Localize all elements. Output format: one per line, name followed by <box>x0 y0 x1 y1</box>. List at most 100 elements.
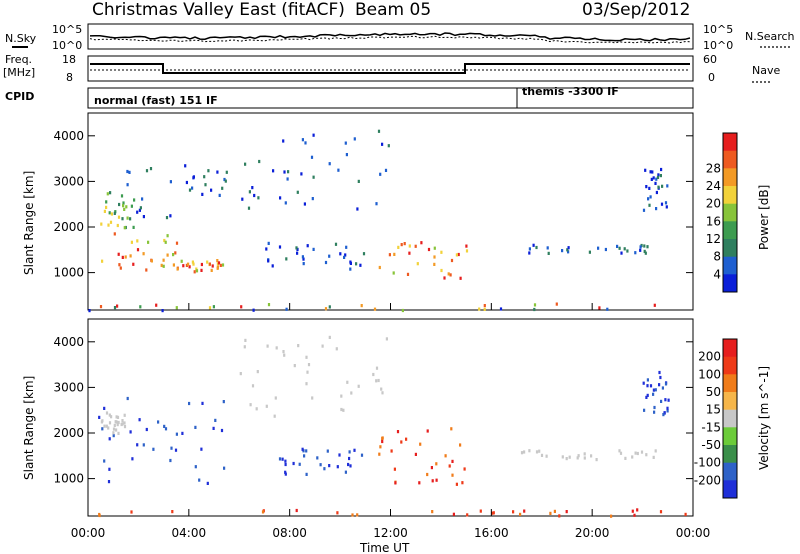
velocity-echo-cell <box>666 406 669 410</box>
velocity-echo-cell <box>390 449 393 453</box>
power-echo-cell <box>105 205 108 209</box>
power-echo-cell <box>267 241 270 245</box>
power-echo-cell <box>121 217 124 221</box>
power-echo-cell <box>403 242 406 246</box>
velocity-echo-cell <box>305 355 308 359</box>
velocity-echo-cell <box>576 456 579 460</box>
power-echo-cell <box>312 133 315 137</box>
nsearch-label: N.Search <box>745 30 795 43</box>
velocity-echo-cell <box>652 455 655 459</box>
power-echo-cell <box>339 252 342 256</box>
power-echo-cell <box>126 169 129 174</box>
power-echo-cell <box>643 244 646 248</box>
velocity-echo-cell <box>652 392 655 396</box>
velocity-echo-cell <box>419 442 422 446</box>
velocity-colorbar-segment <box>723 409 737 428</box>
power-echo-cell <box>147 240 150 244</box>
velocity-echo-cell <box>561 455 564 459</box>
velocity-echo-cell <box>347 462 350 467</box>
power-echo-cell <box>535 245 538 250</box>
power-colorbar-segment <box>723 256 737 275</box>
noise-tick-bottom-left: 10^0 <box>52 39 82 52</box>
power-echo-cell <box>155 303 158 307</box>
velocity-echo-cell <box>646 384 649 388</box>
velocity-echo-cell <box>251 384 255 388</box>
velocity-echo-cell <box>311 396 314 400</box>
power-echo-cell <box>285 307 288 311</box>
velocity-colorbar-segment <box>723 427 737 446</box>
velocity-echo-cell <box>523 450 526 454</box>
noise-panel-frame <box>87 23 694 50</box>
velocity-echo-cell <box>188 401 191 406</box>
power-echo-cell <box>384 168 388 172</box>
velocity-echo-cell <box>295 508 298 513</box>
power-echo-cell <box>278 245 282 249</box>
velocity-echo-cell <box>283 353 286 357</box>
power-echo-cell <box>401 308 404 313</box>
power-echo-cell <box>136 210 139 214</box>
velocity-echo-cell <box>274 396 277 400</box>
power-echo-cell <box>150 259 153 263</box>
velocity-echo-cell <box>98 513 101 518</box>
power-echo-cell <box>406 272 410 276</box>
power-echo-cell <box>165 216 169 220</box>
velocity-echo-cell <box>282 350 285 354</box>
power-echo-cell <box>345 245 348 249</box>
power-echo-cell <box>356 207 359 211</box>
power-echo-cell <box>161 309 164 313</box>
power-echo-cell <box>88 309 91 313</box>
power-echo-cell <box>225 170 228 174</box>
velocity-echo-cell <box>316 456 319 460</box>
velocity-echo-cell <box>435 462 438 466</box>
power-echo-cell <box>555 302 558 306</box>
velocity-colorbar-segment <box>723 374 737 393</box>
power-echo-cell <box>654 181 657 185</box>
velocity-echo-cell <box>553 509 556 513</box>
velocity-echo-cell <box>113 423 116 427</box>
velocity-echo-cell <box>659 510 663 514</box>
power-echo-cell <box>257 196 260 200</box>
power-echo-cell <box>188 188 192 192</box>
velocity-echo-cell <box>116 423 119 427</box>
power-echo-cell <box>208 306 212 310</box>
power-echo-cell <box>433 255 436 259</box>
power-echo-cell <box>312 175 315 179</box>
power-echo-cell <box>295 246 298 250</box>
velocity-y-tick-label: 2000 <box>53 426 84 440</box>
velocity-echo-cell <box>307 363 311 367</box>
power-echo-cell <box>334 242 338 246</box>
power-echo-cell <box>300 172 303 176</box>
x-tick-label: 04:00 <box>172 526 207 540</box>
power-echo-cell <box>265 247 268 251</box>
velocity-echo-cell <box>328 464 331 468</box>
time-axis: 00:00 04:00 08:00 12:00 16:00 20:00 00:00 <box>71 303 710 540</box>
power-echo-cell <box>136 239 139 243</box>
power-echo-cell <box>184 164 187 168</box>
nave-tick-top: 60 <box>703 53 717 66</box>
velocity-echo-cell <box>336 511 339 515</box>
velocity-echo-cell <box>353 448 356 452</box>
velocity-echo-cell <box>338 453 341 457</box>
power-echo-cell <box>648 203 651 207</box>
freq-unit-label: [MHz] <box>3 66 35 79</box>
power-echo-cell <box>344 141 347 145</box>
power-echo-cell <box>656 175 660 179</box>
velocity-echo-cell <box>169 458 172 463</box>
velocity-echo-cell <box>461 481 464 485</box>
power-echo-cell <box>113 211 116 215</box>
velocity-y-tick-label: 3000 <box>53 380 84 394</box>
velocity-echo-cell <box>452 512 455 516</box>
velocity-echo-cell <box>293 364 296 368</box>
velocity-colorbar-tick-label: -50 <box>701 438 721 452</box>
velocity-echo-cell <box>130 510 133 514</box>
power-echo-cell <box>328 162 331 166</box>
velocity-echo-cell <box>297 344 300 348</box>
velocity-echo-cell <box>431 479 434 483</box>
power-echo-cell <box>174 251 177 255</box>
power-echo-cell <box>450 258 454 263</box>
power-echo-cell <box>248 190 251 194</box>
power-colorbar-segment <box>723 168 737 187</box>
velocity-echo-cell <box>348 450 351 454</box>
power-echo-cell <box>597 246 600 250</box>
velocity-colorbar-tick-label: 15 <box>706 403 721 417</box>
